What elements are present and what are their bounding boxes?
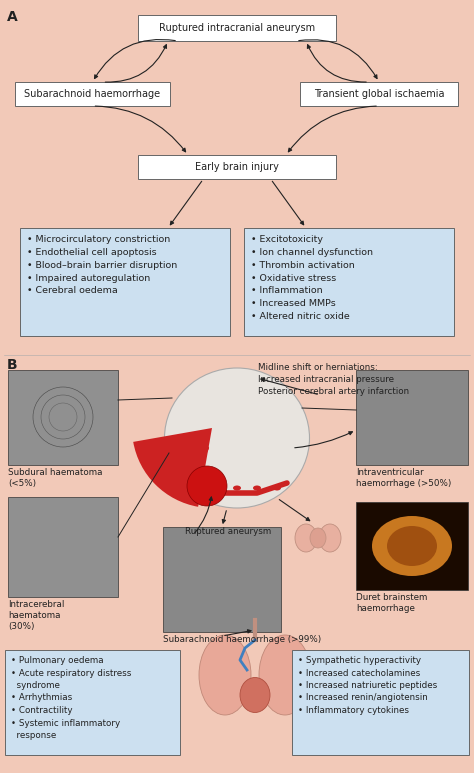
Text: Midline shift or herniations:
Increased intracranial pressure
Posterior cerebral: Midline shift or herniations: Increased … [258,363,409,396]
FancyBboxPatch shape [5,650,180,755]
Ellipse shape [372,516,452,576]
Text: Subarachnoid haemorrhage (>99%): Subarachnoid haemorrhage (>99%) [163,635,321,644]
Text: • Microcirculatory constriction
• Endothelial cell apoptosis
• Blood–brain barri: • Microcirculatory constriction • Endoth… [27,235,177,295]
FancyBboxPatch shape [8,497,118,597]
FancyBboxPatch shape [356,370,468,465]
Ellipse shape [259,635,311,715]
Text: Transient global ischaemia: Transient global ischaemia [314,89,444,99]
FancyBboxPatch shape [138,15,336,41]
Text: Early brain injury: Early brain injury [195,162,279,172]
Ellipse shape [199,635,251,715]
Circle shape [187,466,227,506]
Ellipse shape [310,528,326,548]
FancyBboxPatch shape [163,527,281,632]
FancyBboxPatch shape [244,228,454,336]
Ellipse shape [233,485,241,491]
Wedge shape [133,428,212,507]
Text: • Excitotoxicity
• Ion channel dysfunction
• Thrombin activation
• Oxidative str: • Excitotoxicity • Ion channel dysfuncti… [251,235,373,321]
Text: • Sympathetic hyperactivity
• Increased catecholamines
• Increased natriuretic p: • Sympathetic hyperactivity • Increased … [298,656,437,715]
Ellipse shape [193,485,201,491]
Ellipse shape [273,485,281,491]
FancyBboxPatch shape [300,82,458,106]
Text: B: B [7,358,18,372]
Text: Ruptured intracranial aneurysm: Ruptured intracranial aneurysm [159,23,315,33]
Text: A: A [7,10,18,24]
Ellipse shape [253,485,261,491]
FancyBboxPatch shape [15,82,170,106]
Text: Subdural haematoma
(<5%): Subdural haematoma (<5%) [8,468,102,488]
Ellipse shape [164,368,310,508]
FancyBboxPatch shape [8,370,118,465]
Ellipse shape [213,485,221,491]
FancyBboxPatch shape [20,228,230,336]
Text: Duret brainstem
haemorrhage: Duret brainstem haemorrhage [356,593,428,613]
Ellipse shape [295,524,317,552]
FancyBboxPatch shape [356,502,468,590]
Text: Intraventricular
haemorrhage (>50%): Intraventricular haemorrhage (>50%) [356,468,451,488]
Text: Intracerebral
haematoma
(30%): Intracerebral haematoma (30%) [8,600,64,632]
Text: Ruptured aneurysm: Ruptured aneurysm [185,527,271,536]
Ellipse shape [319,524,341,552]
Ellipse shape [240,677,270,713]
FancyBboxPatch shape [292,650,469,755]
Text: Subarachnoid haemorrhage: Subarachnoid haemorrhage [25,89,161,99]
Ellipse shape [387,526,437,566]
FancyBboxPatch shape [138,155,336,179]
Text: • Pulmonary oedema
• Acute respiratory distress
  syndrome
• Arrhythmias
• Contr: • Pulmonary oedema • Acute respiratory d… [11,656,131,740]
